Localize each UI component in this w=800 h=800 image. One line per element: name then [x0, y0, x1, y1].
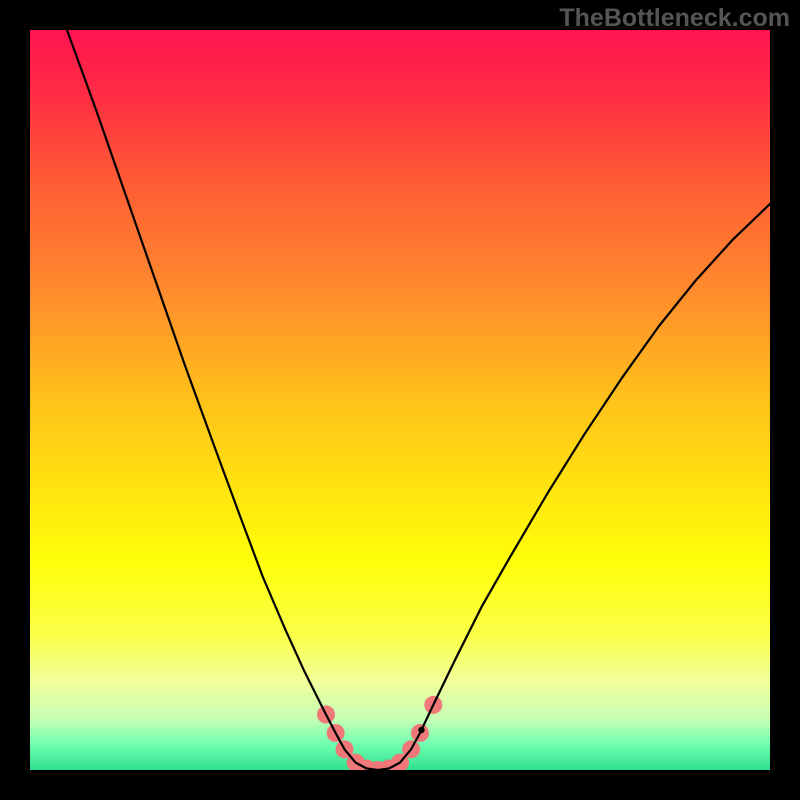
floor-marker — [402, 740, 420, 758]
plot-area — [30, 30, 770, 770]
floor-marker — [380, 760, 398, 770]
floor-marker — [336, 740, 354, 758]
floor-marker — [411, 724, 429, 742]
floor-marker — [358, 760, 376, 770]
floor-band — [356, 762, 400, 770]
accent-dot — [418, 727, 424, 733]
floor-marker — [369, 761, 387, 770]
floor-marker — [391, 754, 409, 770]
floor-marker — [424, 696, 442, 714]
chart-container: TheBottleneck.com — [0, 0, 800, 800]
floor-marker — [317, 706, 335, 724]
floor-marker — [347, 754, 365, 770]
curve-svg — [30, 30, 770, 770]
watermark-label: TheBottleneck.com — [559, 4, 790, 33]
bottleneck-curve — [67, 30, 770, 770]
floor-marker — [327, 724, 345, 742]
